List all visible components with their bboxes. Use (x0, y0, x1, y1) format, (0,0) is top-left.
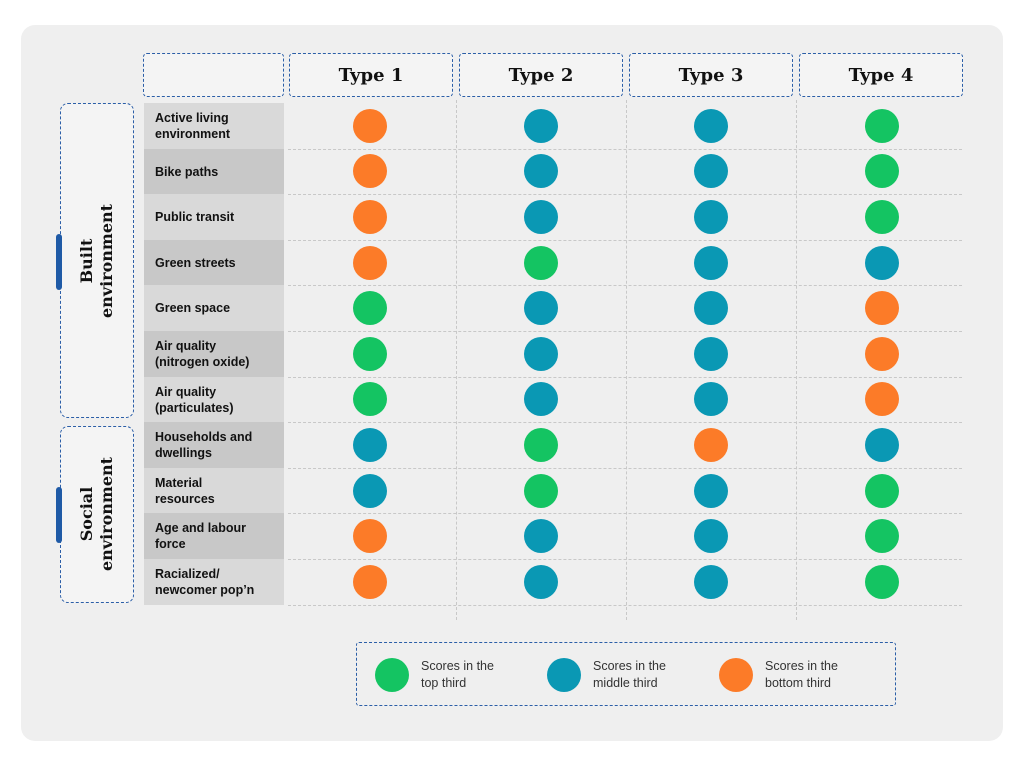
row-label: Racialized/ newcomer pop’n (144, 559, 284, 606)
group-built-environment: Built environment (56, 103, 134, 419)
row-separator (288, 194, 962, 196)
score-dot-middle (694, 154, 728, 189)
legend-dot-bottom (719, 658, 753, 692)
score-dot-middle (524, 108, 558, 143)
row-separator (288, 513, 962, 515)
score-dot-bottom (865, 382, 899, 417)
row-label: Bike paths (144, 148, 284, 195)
row-label: Public transit (144, 194, 284, 241)
score-dot-bottom (353, 108, 387, 143)
score-dot-middle (524, 154, 558, 189)
score-dot-top (865, 564, 899, 599)
row-separator (288, 422, 962, 424)
score-dot-bottom (865, 336, 899, 371)
score-dot-middle (694, 382, 728, 417)
legend-item-top: Scores in the top third (375, 643, 494, 707)
column-header-type-3: Type 3 (629, 53, 793, 97)
column-separator (456, 100, 457, 620)
legend-label: Scores in the bottom third (765, 659, 838, 690)
score-dot-middle (865, 428, 899, 462)
score-dot-top (353, 382, 387, 417)
score-dot-middle (353, 473, 387, 508)
score-dot-bottom (353, 154, 387, 189)
row-label: Active living environment (144, 103, 284, 150)
score-dot-top (865, 519, 899, 554)
score-dot-top (353, 291, 387, 326)
column-header-type-4: Type 4 (799, 53, 963, 97)
legend-label: Scores in the top third (421, 659, 494, 690)
score-dot-top (524, 473, 558, 508)
row-separator (288, 285, 962, 287)
score-dot-top (524, 428, 558, 462)
score-dot-middle (694, 519, 728, 554)
score-dot-bottom (353, 519, 387, 554)
group-accent-bar (56, 233, 62, 290)
score-dot-middle (694, 564, 728, 599)
score-dot-middle (524, 519, 558, 554)
score-dot-middle (524, 336, 558, 371)
score-dot-middle (694, 245, 728, 280)
column-separator (796, 100, 797, 620)
header-corner-cell (143, 53, 284, 97)
score-dot-middle (865, 245, 899, 280)
score-dot-top (524, 245, 558, 280)
score-dot-bottom (353, 200, 387, 234)
row-label: Air quality (nitrogen oxide) (144, 331, 284, 378)
score-dot-bottom (865, 291, 899, 326)
score-dot-middle (694, 108, 728, 143)
score-dot-middle (353, 428, 387, 462)
row-separator (288, 331, 962, 332)
score-dot-top (865, 200, 899, 234)
score-dot-middle (524, 382, 558, 417)
legend-label: Scores in the middle third (593, 659, 666, 690)
group-label: Social environment (77, 457, 116, 572)
score-dot-middle (524, 291, 558, 326)
column-header-type-2: Type 2 (459, 53, 623, 97)
column-separator (626, 100, 627, 620)
legend-item-middle: Scores in the middle third (547, 643, 666, 707)
row-label: Air quality (particulates) (144, 376, 284, 423)
row-label: Material resources (144, 467, 284, 514)
score-dot-top (865, 154, 899, 189)
row-separator (288, 376, 962, 378)
score-dot-middle (694, 473, 728, 508)
score-dot-middle (524, 564, 558, 599)
group-social-environment: Social environment (56, 426, 134, 603)
row-separator (288, 559, 962, 560)
row-separator (288, 239, 962, 241)
score-dot-bottom (353, 564, 387, 599)
score-dot-top (865, 108, 899, 143)
column-header-type-1: Type 1 (289, 53, 453, 97)
score-dot-middle (694, 200, 728, 234)
legend-dot-top (375, 658, 409, 692)
score-dot-middle (694, 291, 728, 326)
row-label: Green space (144, 285, 284, 332)
row-separator (288, 467, 962, 469)
score-dot-middle (694, 336, 728, 371)
row-separator (288, 604, 962, 606)
score-dot-top (865, 473, 899, 508)
legend: Scores in the top third Scores in the mid… (356, 642, 896, 706)
row-separator (288, 148, 962, 150)
group-accent-bar (56, 487, 62, 544)
score-dot-bottom (694, 428, 728, 462)
row-label: Households and dwellings (144, 422, 284, 469)
row-label: Green streets (144, 239, 284, 286)
legend-dot-middle (547, 658, 581, 692)
score-dot-middle (524, 200, 558, 234)
legend-item-bottom: Scores in the bottom third (719, 643, 838, 707)
row-label: Age and labour force (144, 513, 284, 560)
group-label: Built environment (77, 203, 116, 318)
score-dot-bottom (353, 245, 387, 280)
score-dot-top (353, 336, 387, 371)
